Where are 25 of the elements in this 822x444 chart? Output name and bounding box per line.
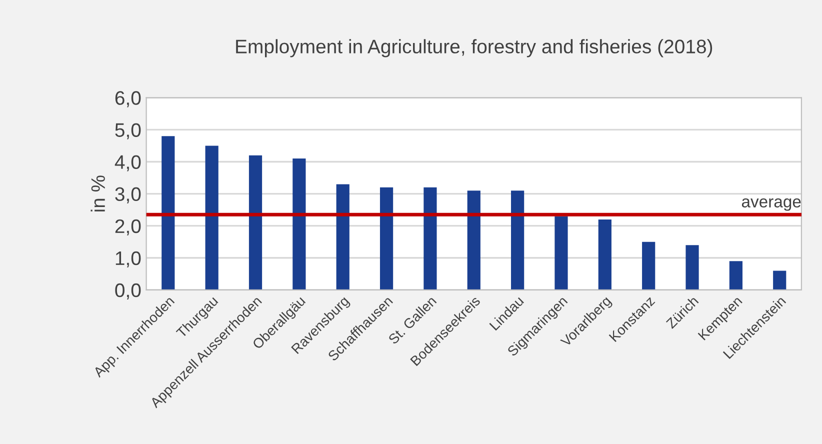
bar [248, 155, 262, 290]
y-tick-label: 6,0 [115, 91, 141, 108]
y-tick-label: 3,0 [115, 187, 141, 204]
chart-title: Employment in Agriculture, forestry and fisheries (2018) [236, 39, 712, 58]
bar [467, 190, 480, 290]
bar [729, 261, 742, 290]
bar [424, 187, 437, 290]
bar [598, 219, 612, 290]
y-tick-label: 4,0 [114, 155, 141, 172]
bar [642, 242, 656, 290]
bar [773, 270, 786, 290]
y-axis-title: in % [90, 176, 105, 212]
y-tick-label: 5,0 [115, 123, 141, 140]
bar [554, 216, 568, 290]
bar [292, 158, 306, 290]
y-tick-label: 2,0 [115, 219, 141, 236]
bar [686, 245, 699, 290]
y-tick-label: 1,0 [116, 251, 141, 268]
y-tick-label: 0,0 [115, 283, 141, 300]
bar [511, 190, 524, 290]
bar [380, 187, 394, 290]
bar [162, 136, 175, 290]
bar [205, 146, 218, 290]
ref-line-label: average [742, 198, 801, 211]
bar [336, 184, 350, 290]
